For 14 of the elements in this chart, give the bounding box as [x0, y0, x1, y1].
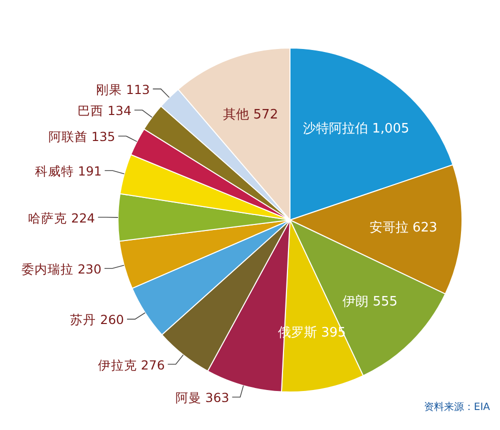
slice-label: 安哥拉 623	[369, 220, 438, 236]
slice-label: 哈萨克 224	[28, 210, 96, 226]
slice-label: 伊拉克 276	[98, 357, 165, 372]
slice-label: 科威特 191	[34, 164, 102, 179]
slice-label: 阿联酋 135	[48, 129, 116, 144]
text: 资料来源：EIA	[424, 401, 490, 413]
slice-label: 伊朗 555	[342, 293, 398, 310]
slice-label: 苏丹 260	[70, 312, 124, 328]
slice-label: 巴西 134	[78, 103, 132, 118]
slice-label: 委内瑞拉 230	[22, 261, 102, 276]
slice-label: 阿曼 363	[175, 390, 230, 406]
slice-label: 刚果 113	[96, 82, 150, 97]
slice-label: 其他 572	[223, 108, 278, 123]
slice-label: 沙特阿拉伯 1,005	[302, 122, 410, 137]
